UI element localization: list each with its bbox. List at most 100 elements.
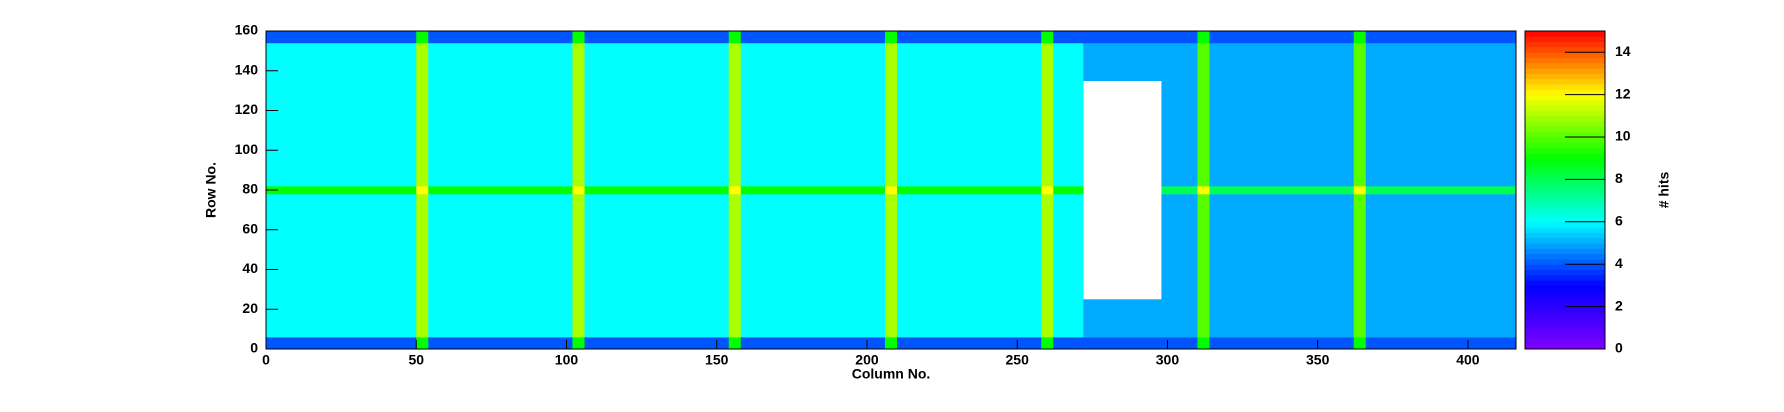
y-tick-label: 0 <box>250 340 258 356</box>
heatmap-cell <box>584 31 730 44</box>
x-tick-label: 100 <box>555 352 579 368</box>
heatmap-cell <box>1209 80 1355 187</box>
heatmap-cell <box>428 337 573 350</box>
colorbar-segment <box>1525 115 1605 122</box>
heatmap-cell <box>428 193 573 300</box>
colorbar-segment <box>1525 296 1605 302</box>
heatmap-cell <box>584 299 730 338</box>
heatmap-cell <box>266 337 417 350</box>
colorbar-segment <box>1525 306 1605 313</box>
heatmap-cell <box>416 299 429 338</box>
heatmap-cell <box>884 193 898 300</box>
y-tick-label: 60 <box>242 220 258 236</box>
colorbar-tick-label: 10 <box>1615 128 1631 144</box>
heatmap-cell <box>1053 80 1084 187</box>
heatmap-cell <box>1197 80 1210 187</box>
heatmap-cell <box>584 42 730 81</box>
heatmap-cell <box>1209 193 1355 300</box>
heatmap-cell <box>572 31 585 44</box>
heatmap-cell <box>740 42 886 81</box>
heatmap-cell <box>1041 299 1054 338</box>
heatmap-cell <box>728 186 742 195</box>
colorbar-segment <box>1525 195 1605 202</box>
heatmap-cell <box>416 31 429 44</box>
colorbar-tick-label: 14 <box>1615 43 1631 59</box>
heatmap-cell <box>884 31 898 44</box>
heatmap-cell <box>428 31 573 44</box>
colorbar-segment <box>1525 168 1605 175</box>
heatmap-cell <box>884 80 898 187</box>
heatmap-cell <box>1197 42 1210 81</box>
heatmap-cell <box>1197 186 1210 195</box>
y-tick-label: 20 <box>242 300 258 316</box>
heatmap-cell <box>1209 299 1355 338</box>
heatmap-cell <box>1353 299 1367 338</box>
heatmap-cell <box>1365 186 1517 195</box>
heatmap-cell <box>1365 337 1517 350</box>
colorbar-segment <box>1525 190 1605 196</box>
x-tick-label: 300 <box>1156 352 1180 368</box>
heatmap-cell <box>1083 31 1162 44</box>
colorbar-segment <box>1525 285 1605 292</box>
heatmap-cell <box>1365 80 1517 187</box>
heatmap-cell <box>728 31 742 44</box>
x-tick-label: 0 <box>262 352 270 368</box>
heatmap-cell <box>1209 42 1355 81</box>
colorbar-segment <box>1525 137 1605 143</box>
colorbar-segment <box>1525 243 1605 249</box>
heatmap-cell <box>740 299 886 338</box>
y-tick-label: 40 <box>242 260 258 276</box>
heatmap-cell <box>1353 186 1367 195</box>
heatmap-cell <box>1161 80 1198 187</box>
heatmap-cell <box>266 186 417 195</box>
heatmap-cell <box>1083 42 1162 81</box>
colorbar-segment <box>1525 264 1605 270</box>
colorbar-segment <box>1525 232 1605 239</box>
colorbar-segment <box>1525 121 1605 127</box>
colorbar-segment <box>1525 52 1605 58</box>
heatmap-cell <box>897 186 1042 195</box>
heatmap-cell <box>1161 42 1198 81</box>
colorbar-segment <box>1525 211 1605 217</box>
heatmap-cell <box>1365 42 1517 81</box>
heatmap-cell <box>584 337 730 350</box>
heatmap-cell <box>572 299 585 338</box>
heatmap-cell <box>1053 31 1084 44</box>
heatmap-cell <box>1041 80 1054 187</box>
heatmap-cell <box>1209 337 1355 350</box>
heatmap-cell <box>728 80 742 187</box>
heatmap-cell <box>572 193 585 300</box>
heatmap-cell <box>416 80 429 187</box>
colorbar-segment <box>1525 258 1605 265</box>
colorbar-segment <box>1525 184 1605 191</box>
heatmap-cell <box>884 299 898 338</box>
colorbar-segment <box>1525 216 1605 223</box>
colorbar-segment <box>1525 163 1605 170</box>
colorbar-segment <box>1525 221 1605 228</box>
y-tick-label: 120 <box>235 101 259 117</box>
heatmap-cell <box>584 80 730 187</box>
heatmap-cell <box>416 42 429 81</box>
heatmap-cell <box>1197 31 1210 44</box>
y-tick-label: 100 <box>235 141 259 157</box>
heatmap-cell <box>728 299 742 338</box>
heatmap-cell <box>1353 31 1367 44</box>
colorbar-segment <box>1525 142 1605 149</box>
y-axis-label: Row No. <box>203 162 219 218</box>
heatmap-cell <box>740 186 886 195</box>
colorbar-segment <box>1525 301 1605 308</box>
colorbar-segment <box>1525 73 1605 80</box>
colorbar-segment <box>1525 179 1605 186</box>
colorbar-segment <box>1525 338 1605 345</box>
heatmap-cell <box>1041 31 1054 44</box>
heatmap-cell <box>897 337 1042 350</box>
heatmap-cell <box>428 42 573 81</box>
heatmap-cell <box>1197 337 1210 350</box>
colorbar-segment <box>1525 57 1605 64</box>
colorbar-label: # hits <box>1656 172 1672 209</box>
heatmap-cell <box>1041 186 1054 195</box>
heatmap-cell <box>1053 186 1084 195</box>
colorbar-segment <box>1525 46 1605 53</box>
heatmap-cell <box>428 299 573 338</box>
